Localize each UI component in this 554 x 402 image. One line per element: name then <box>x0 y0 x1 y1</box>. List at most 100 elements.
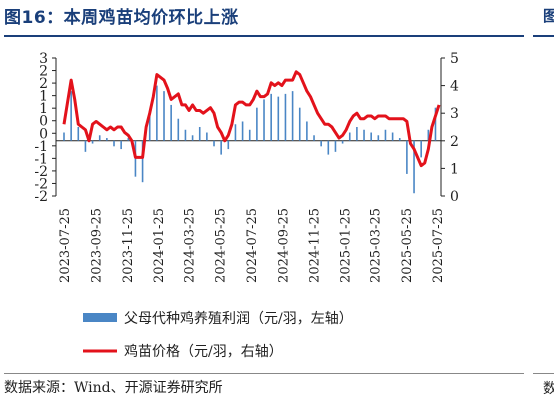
adjacent-source-fragment: 数 <box>543 381 554 397</box>
left-tick-label: -2 <box>34 189 48 205</box>
profit-bar <box>406 140 408 174</box>
figure-title: 图16：本周鸡苗均价环比上涨 <box>4 8 239 28</box>
profit-bar <box>91 140 94 144</box>
profit-bar <box>313 135 315 141</box>
x-tick-label: 2024-05-25 <box>214 208 229 283</box>
left-tick-label: -2 <box>34 164 48 180</box>
legend: 父母代种鸡养殖利润（元/羽，左轴） 鸡苗价格（元/羽，右轴） <box>83 310 353 360</box>
profit-bar <box>213 140 215 147</box>
right-tick-label: 1 <box>450 161 459 177</box>
profit-bar <box>206 132 208 141</box>
profit-bar <box>170 104 172 141</box>
profit-bar <box>198 127 201 141</box>
right-tick-label: 5 <box>450 51 459 67</box>
profit-bar <box>427 129 430 141</box>
profit-bar <box>120 140 122 150</box>
profit-bar <box>77 127 80 141</box>
x-tick-label: 2024-07-25 <box>245 208 260 283</box>
profit-bar <box>270 93 272 141</box>
profit-bar <box>141 140 144 183</box>
profit-bar <box>256 107 258 141</box>
top-rule-adjacent <box>533 35 554 37</box>
source-note: 数据来源：Wind、开源证券研究所 <box>4 380 223 396</box>
legend-line-label: 鸡苗价格（元/羽，右轴） <box>124 343 283 360</box>
adjacent-figure-title-fragment: 图 <box>543 7 554 25</box>
profit-bar <box>227 140 230 150</box>
profit-bar <box>348 132 351 141</box>
x-tick-label: 2023-07-25 <box>58 208 73 283</box>
x-tick-label: 2025-05-25 <box>400 208 415 283</box>
profit-bar <box>263 99 265 141</box>
profit-bar <box>277 96 280 141</box>
left-tick-label: 2 <box>39 64 48 80</box>
profit-bar <box>384 129 387 141</box>
profit-bar <box>334 140 337 152</box>
profit-bar <box>98 135 101 141</box>
profit-bar <box>327 140 330 155</box>
x-tick-label: 2023-11-25 <box>121 208 136 283</box>
profit-bar <box>363 129 365 141</box>
profit-bar <box>163 91 165 141</box>
profit-bar <box>184 129 187 141</box>
x-tick-label: 2024-03-25 <box>183 208 198 283</box>
legend-bar-label: 父母代种鸡养殖利润（元/羽，左轴） <box>124 310 353 327</box>
right-tick-label: 3 <box>450 106 459 122</box>
top-rule <box>4 35 524 37</box>
profit-bar <box>320 140 322 147</box>
profit-bar <box>241 121 244 141</box>
right-axis-ticks: 5 4 3 2 1 0 <box>441 51 459 205</box>
left-tick-label: -1 <box>34 139 48 155</box>
left-tick-label: 1 <box>39 101 48 117</box>
x-tick-label: 2025-03-25 <box>369 208 384 283</box>
right-tick-label: 2 <box>450 134 459 150</box>
x-tick-label: 2025-07-25 <box>431 208 446 283</box>
price-line <box>62 70 441 168</box>
profit-bar <box>413 140 415 194</box>
profit-bar <box>248 129 251 141</box>
profit-bar <box>298 107 301 141</box>
profit-bar <box>63 132 65 141</box>
profit-bar <box>356 127 358 141</box>
profit-bars <box>63 85 437 194</box>
profit-bar <box>70 91 72 141</box>
profit-bar <box>391 132 394 141</box>
x-tick-label: 2023-09-25 <box>90 208 105 283</box>
profit-bar <box>191 135 194 141</box>
x-tick-label: 2024-11-25 <box>308 208 323 283</box>
right-tick-label: 0 <box>450 189 459 205</box>
profit-bar <box>284 93 287 141</box>
left-tick-label: 0 <box>39 126 48 142</box>
profit-bar <box>106 138 108 141</box>
left-tick-label: 3 <box>39 51 48 67</box>
x-tick-label: 2024-09-25 <box>276 208 291 283</box>
x-axis-ticks: 2023-07-25 2023-09-25 2023-11-25 2024-01-25… <box>58 208 446 283</box>
profit-bar <box>177 118 180 141</box>
profit-bar <box>84 140 87 152</box>
profit-bar <box>291 91 294 141</box>
left-tick-label: 2 <box>39 76 48 92</box>
profit-bar <box>398 138 401 141</box>
profit-bar <box>341 140 344 144</box>
profit-bar <box>127 138 130 141</box>
profit-bar <box>377 135 380 141</box>
profit-bar <box>113 140 115 147</box>
profit-bar <box>148 115 151 141</box>
profit-bar <box>370 132 372 141</box>
x-tick-label: 2025-01-25 <box>339 208 354 283</box>
left-tick-label: 1 <box>39 89 48 105</box>
bottom-rule <box>4 373 524 374</box>
legend-bar-swatch <box>83 313 117 322</box>
left-tick-label: -1 <box>34 151 48 167</box>
left-tick-label: -2 <box>34 176 48 192</box>
profit-bar <box>306 121 308 141</box>
profit-bar <box>220 140 222 155</box>
bottom-rule-adjacent <box>533 373 554 374</box>
profit-bar <box>434 107 437 141</box>
profit-bar <box>420 140 422 158</box>
right-tick-label: 4 <box>450 79 459 95</box>
profit-bar <box>234 124 237 141</box>
left-tick-label: 0 <box>39 114 48 130</box>
profit-bar <box>156 85 158 141</box>
